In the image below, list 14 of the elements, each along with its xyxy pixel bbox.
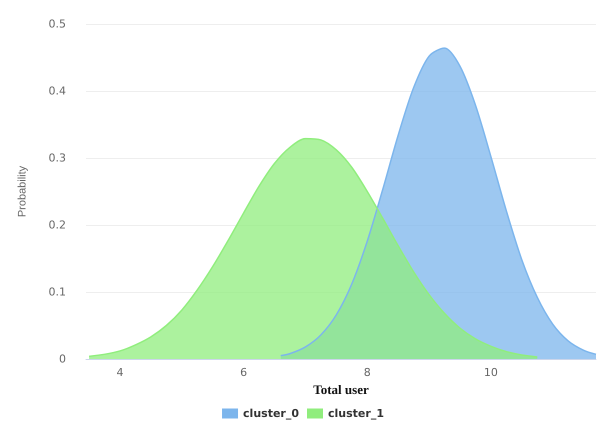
y-tick-label: 0.4 [48, 84, 66, 98]
legend-label: cluster_0 [243, 407, 300, 420]
y-tick-label: 0.3 [48, 152, 66, 164]
x-tick-label: 4 [116, 366, 124, 379]
legend-label: cluster_1 [328, 407, 384, 420]
y-axis-title: Probability [16, 165, 28, 218]
x-axis-title: Total user [313, 382, 369, 397]
y-tick-label: 0.5 [48, 18, 66, 30]
y-tick-label: 0 [59, 352, 66, 366]
x-tick-label: 6 [240, 366, 248, 379]
x-tick-label: 10 [484, 366, 498, 379]
y-tick-label: 0.1 [48, 286, 66, 298]
y-tick-label: 0.2 [48, 218, 66, 232]
x-tick-label: 8 [364, 366, 371, 379]
